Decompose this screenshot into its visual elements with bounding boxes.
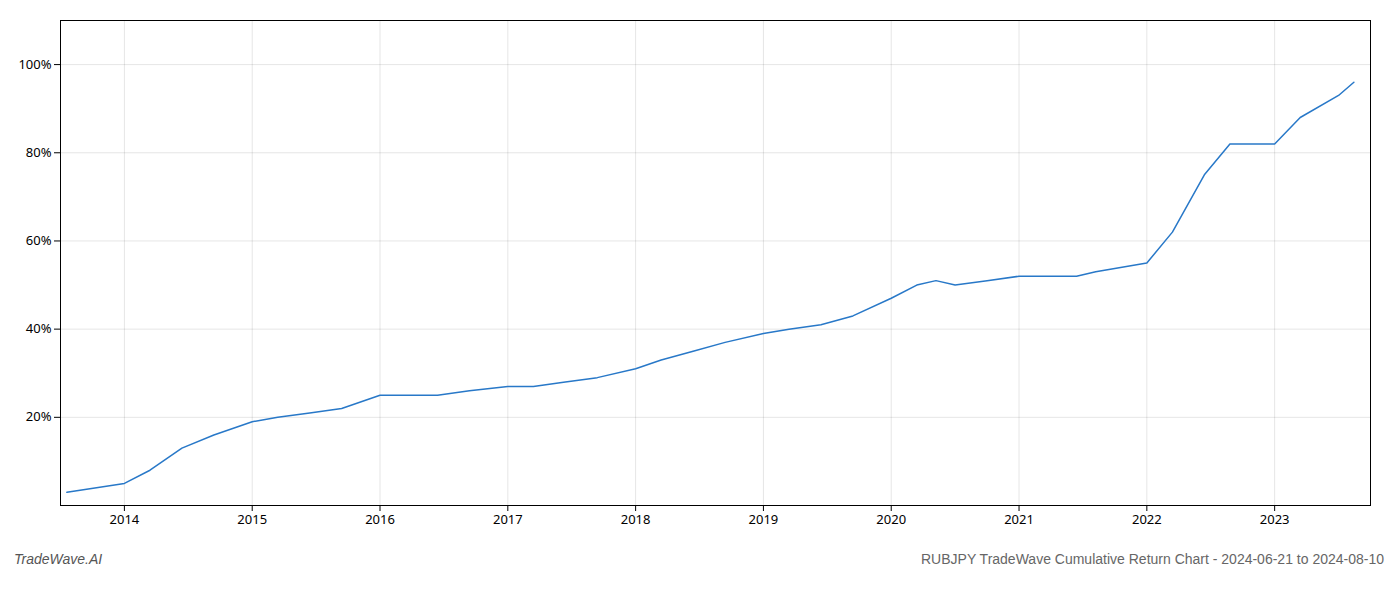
- html-text:RUBJPY TradeWave Cumulative Re: RUBJPY TradeWave Cumulative Return Chart…: [921, 551, 1384, 567]
- svg-text:40%: 40%: [26, 319, 52, 337]
- svg-text:2022: 2022: [1132, 510, 1162, 528]
- svg-text:100%: 100%: [18, 55, 51, 73]
- html-text:TradeWave.AI: TradeWave.AI: [14, 551, 103, 567]
- svg-text:80%: 80%: [26, 143, 52, 161]
- svg-text:2017: 2017: [493, 510, 523, 528]
- svg-text:2019: 2019: [749, 510, 779, 528]
- svg-text:2020: 2020: [876, 510, 906, 528]
- svg-text:60%: 60%: [26, 231, 52, 249]
- svg-text:20%: 20%: [26, 407, 52, 425]
- svg-text:2015: 2015: [237, 510, 267, 528]
- svg-text:2021: 2021: [1004, 510, 1034, 528]
- svg-text:2014: 2014: [110, 510, 140, 528]
- svg-text:2023: 2023: [1260, 510, 1290, 528]
- svg-text:2018: 2018: [621, 510, 651, 528]
- svg-text:2016: 2016: [365, 510, 395, 528]
